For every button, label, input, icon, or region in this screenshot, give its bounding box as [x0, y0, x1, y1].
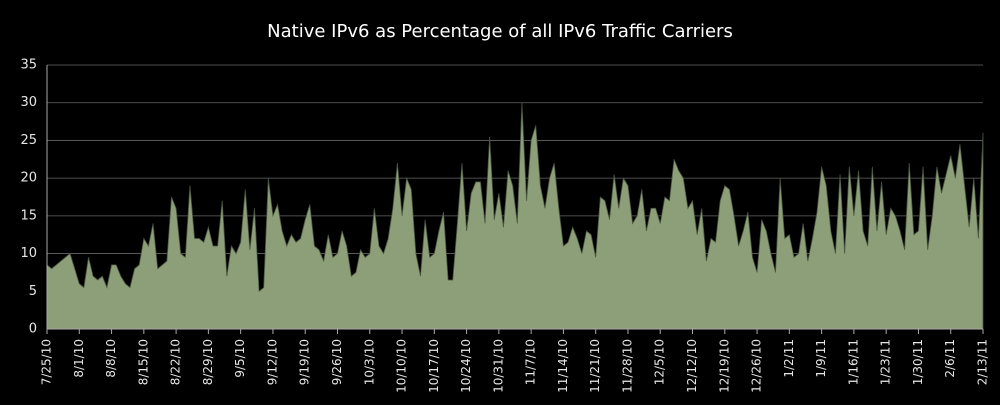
- x-tick-label: 2/6/11: [943, 339, 957, 378]
- x-tick-label: 1/16/11: [846, 339, 860, 385]
- x-tick-label: 11/21/10: [588, 339, 602, 393]
- x-tick-label: 10/10/10: [395, 339, 409, 393]
- x-tick-label: 2/13/11: [976, 339, 990, 385]
- x-tick-label: 12/5/10: [653, 339, 667, 385]
- x-tick-label: 12/12/10: [685, 339, 699, 393]
- x-tick-label: 1/30/11: [911, 339, 925, 385]
- x-tick-label: 1/2/11: [782, 339, 796, 378]
- x-tick-label: 10/3/10: [362, 339, 376, 385]
- x-tick-label: 10/17/10: [427, 339, 441, 393]
- x-tick-label: 8/15/10: [136, 339, 150, 385]
- y-tick-label: 25: [20, 133, 37, 148]
- x-tick-label: 12/26/10: [750, 339, 764, 393]
- x-tick-label: 9/19/10: [298, 339, 312, 385]
- area: [46, 102, 984, 330]
- x-tick-label: 1/23/11: [879, 339, 893, 385]
- x-tick-label: 10/31/10: [491, 339, 505, 393]
- y-tick-label: 15: [20, 208, 37, 223]
- chart-title: Native IPv6 as Percentage of all IPv6 Tr…: [267, 21, 733, 42]
- x-tick-label: 1/9/11: [814, 339, 828, 378]
- y-tick-label: 5: [29, 284, 37, 299]
- x-tick-label: 7/25/10: [40, 339, 54, 385]
- x-tick-label: 12/19/10: [717, 339, 731, 393]
- x-tick-label: 9/5/10: [233, 339, 247, 378]
- y-tick-label: 35: [20, 58, 37, 73]
- x-tick-label: 11/28/10: [621, 339, 635, 393]
- y-tick-label: 30: [20, 95, 37, 110]
- x-tick-label: 8/22/10: [169, 339, 183, 385]
- x-tick-label: 8/1/10: [72, 339, 86, 378]
- x-tick-label: 11/14/10: [556, 339, 570, 393]
- x-tick-label: 8/29/10: [201, 339, 215, 385]
- x-tick-label: 10/24/10: [459, 339, 473, 393]
- y-tick-label: 10: [20, 246, 37, 261]
- y-tick-label: 20: [20, 171, 37, 186]
- x-tick-label: 9/12/10: [265, 339, 279, 385]
- y-tick-label: 0: [29, 322, 37, 337]
- x-tick-label: 8/8/10: [104, 339, 118, 378]
- x-tick-label: 11/7/10: [524, 339, 538, 385]
- x-tick-label: 9/26/10: [330, 339, 344, 385]
